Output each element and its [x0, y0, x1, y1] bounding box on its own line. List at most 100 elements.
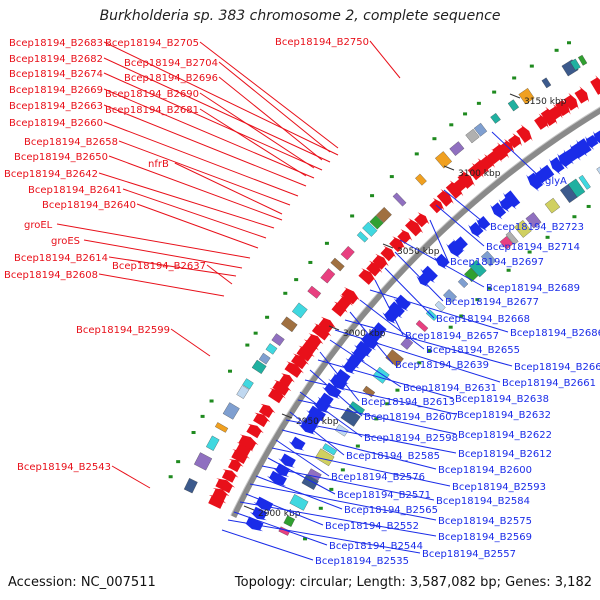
- reverse-label-leader: [344, 319, 513, 367]
- forward-label-leader: [103, 88, 315, 179]
- outer-marker-dot: [253, 331, 258, 335]
- forward-label-leader: [218, 61, 331, 153]
- reverse-label-leader: [221, 529, 314, 561]
- inner-marker-dot: [506, 268, 511, 272]
- outer-marker-dot: [283, 291, 288, 295]
- reverse-gene-label: Bcep18194_B2655: [426, 345, 520, 356]
- forward-label-leader: [199, 92, 315, 169]
- outer-marker-dot: [228, 369, 233, 373]
- inner-feature-block: [514, 219, 532, 238]
- outer-feature-block: [577, 54, 588, 66]
- reverse-label-leader: [394, 251, 444, 302]
- reverse-gene-label: Bcep18194_B2622: [458, 430, 552, 441]
- forward-gene-label: Bcep18194_B2543: [17, 462, 111, 473]
- reverse-label-leader: [334, 329, 501, 383]
- forward-label-leader: [108, 256, 237, 277]
- inner-marker-dot: [448, 325, 453, 329]
- reverse-gene-arrow: [345, 354, 362, 369]
- forward-gene-arrow: [436, 189, 454, 207]
- forward-gene-label: Bcep18194_B2690: [105, 89, 199, 100]
- outer-marker-dot: [554, 48, 559, 52]
- reverse-gene-arrow: [503, 190, 521, 210]
- reverse-gene-arrow: [576, 138, 592, 157]
- outer-feature-block: [415, 173, 427, 186]
- reverse-label-leader: [384, 267, 435, 319]
- reverse-gene-arrow: [563, 148, 578, 165]
- outer-feature-block: [258, 352, 271, 365]
- inner-feature-block: [314, 448, 335, 467]
- reverse-gene-arrow: [278, 453, 296, 468]
- reverse-gene-arrow: [333, 369, 351, 384]
- outer-marker-dot: [449, 123, 454, 127]
- forward-gene-label: Bcep18194_B2705: [105, 38, 199, 49]
- outer-marker-dot: [567, 41, 572, 45]
- inner-feature-block: [505, 231, 519, 245]
- outer-feature-block: [518, 87, 535, 105]
- reverse-gene-label: Bcep18194_B2613: [361, 397, 455, 408]
- reverse-gene-arrow: [490, 202, 507, 220]
- reverse-gene-arrow: [365, 328, 382, 344]
- reverse-gene-label: Bcep18194_B2689: [486, 283, 580, 294]
- inner-marker-dot: [427, 349, 432, 353]
- inner-feature-block: [415, 319, 429, 333]
- forward-gene-arrow: [590, 75, 600, 95]
- scale-tick: [509, 93, 521, 99]
- outer-marker-dot: [432, 137, 437, 141]
- map-title: Burkholderia sp. 383 chromosome 2, compl…: [99, 8, 501, 24]
- reverse-gene-label: Bcep18194_B2565: [344, 505, 438, 516]
- outer-feature-block: [291, 302, 308, 319]
- forward-label-leader: [170, 328, 211, 357]
- reverse-gene-label: Bcep18194_B2657: [405, 331, 499, 342]
- inner-feature-block: [434, 300, 446, 312]
- reverse-gene-arrow: [468, 222, 484, 238]
- inner-feature-block: [348, 401, 365, 416]
- forward-label-leader: [98, 273, 225, 297]
- reverse-label-leader: [349, 311, 394, 365]
- reverse-gene-label: Bcep18194_B2612: [458, 449, 552, 460]
- inner-marker-dot: [355, 444, 360, 448]
- reverse-gene-label: Bcep18194_B2584: [436, 496, 530, 507]
- forward-label-leader: [83, 239, 243, 269]
- accession-text: Accession: NC_007511: [8, 575, 156, 590]
- outer-marker-dot: [209, 399, 214, 403]
- outer-feature-block: [369, 215, 384, 230]
- outer-feature-block: [490, 112, 501, 124]
- forward-gene-label: Bcep18194_B2669: [9, 85, 103, 96]
- reverse-label-leader: [255, 475, 343, 510]
- forward-gene-arrow: [473, 158, 490, 176]
- inner-marker-dot: [417, 361, 422, 365]
- outer-marker-dot: [414, 152, 419, 156]
- outer-marker-dot: [529, 64, 534, 68]
- forward-label-leader: [206, 264, 233, 285]
- outer-feature-block: [434, 151, 453, 169]
- scale-tick-label: 3150 kbp: [524, 97, 567, 107]
- reverse-gene-label: Bcep18194_B2535: [315, 556, 409, 567]
- reverse-label-leader: [317, 359, 454, 399]
- forward-gene-label: Bcep18194_B2683: [9, 38, 103, 49]
- reverse-label-leader: [329, 339, 402, 388]
- reverse-gene-arrow: [306, 405, 326, 422]
- forward-gene-arrow: [246, 423, 264, 439]
- forward-gene-arrow: [453, 176, 468, 192]
- reverse-gene-label: Bcep18194_B2598: [364, 433, 458, 444]
- outer-feature-block: [507, 99, 520, 112]
- inner-feature-block: [499, 235, 514, 250]
- forward-gene-label: Bcep18194_B2642: [4, 169, 98, 180]
- forward-gene-label: Bcep18194_B2663: [9, 101, 103, 112]
- outer-feature-block: [265, 343, 278, 355]
- reverse-gene-arrow: [328, 374, 348, 391]
- forward-label-leader: [174, 162, 283, 215]
- outer-feature-block: [320, 268, 336, 284]
- reverse-gene-arrow: [359, 333, 379, 351]
- scale-tick: [281, 413, 293, 419]
- forward-label-leader: [103, 104, 307, 187]
- outer-marker-dot: [200, 414, 205, 418]
- outer-marker-dot: [389, 175, 394, 179]
- reverse-gene-label: Bcep18194_B2697: [450, 257, 544, 268]
- forward-gene-arrow: [212, 488, 230, 502]
- reverse-gene-arrow: [350, 346, 368, 362]
- outer-marker-dot: [492, 90, 497, 94]
- forward-gene-label: Bcep18194_B2641: [28, 185, 122, 196]
- reverse-label-leader: [435, 204, 485, 247]
